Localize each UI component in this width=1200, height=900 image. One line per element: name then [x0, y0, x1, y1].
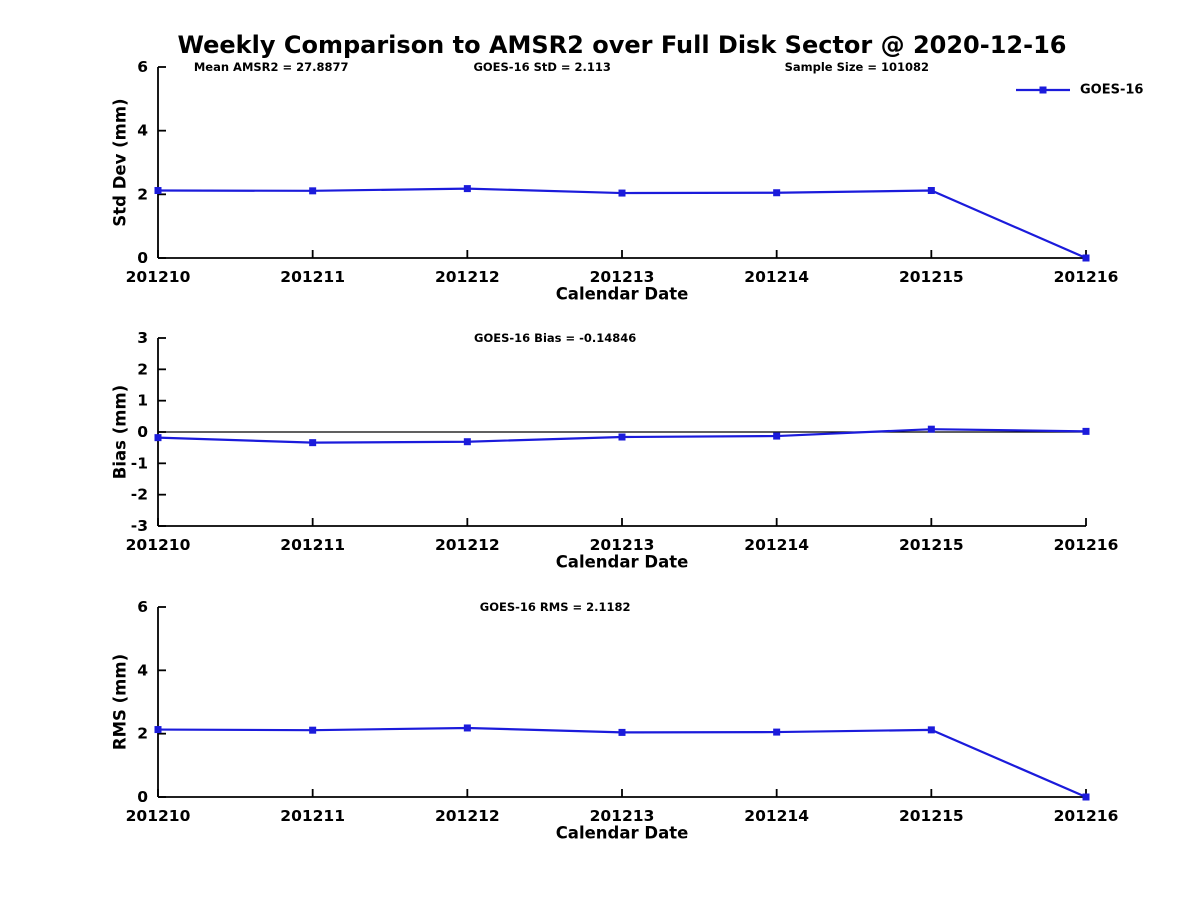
legend-marker: [1039, 86, 1047, 94]
x-tick-label: 201210: [126, 268, 191, 286]
legend-label: GOES-16: [1080, 83, 1143, 98]
data-point-marker: [927, 425, 935, 433]
annotation: Mean AMSR2 = 27.8877: [194, 60, 349, 74]
x-tick-label: 201213: [590, 268, 655, 286]
data-point-marker: [927, 187, 935, 195]
y-axis-label: Std Dev (mm): [111, 98, 130, 226]
data-point-marker: [1082, 427, 1090, 435]
y-tick-label: -2: [131, 486, 148, 504]
y-tick-label: -3: [131, 517, 148, 535]
legend: GOES-16: [1016, 83, 1143, 98]
data-point-marker: [309, 726, 317, 734]
data-point-marker: [1082, 793, 1090, 801]
y-tick-label: 1: [137, 392, 148, 410]
annotation: GOES-16 Bias = -0.14846: [474, 331, 636, 345]
chart-rms: 0 2 4 6 201210 201211 201212 201213 201214 201215…: [111, 598, 1119, 843]
data-point-marker: [927, 726, 935, 734]
data-point-marker: [154, 187, 162, 195]
y-tick-label: 2: [137, 725, 148, 743]
x-tick-label: 201216: [1054, 536, 1119, 554]
data-point-marker: [618, 728, 626, 736]
data-point-marker: [618, 433, 626, 441]
x-axis-label: Calendar Date: [556, 285, 689, 304]
y-tick-label: 0: [137, 249, 148, 267]
chart-panels: 0 2 4 6 201210 201211 201212 201213 201214 201215…: [111, 58, 1144, 843]
y-tick-label: 2: [137, 360, 148, 378]
x-tick-label: 201211: [280, 536, 345, 554]
data-point-marker: [154, 434, 162, 442]
x-tick-label: 201210: [126, 536, 191, 554]
x-tick-label: 201210: [126, 807, 191, 825]
x-tick-label: 201215: [899, 807, 964, 825]
annotation: GOES-16 StD = 2.113: [473, 60, 610, 74]
y-tick-label: 4: [137, 122, 148, 140]
y-tick-label: 0: [137, 788, 148, 806]
x-tick-label: 201214: [744, 807, 809, 825]
x-tick-label: 201212: [435, 536, 500, 554]
y-tick-label: 3: [137, 329, 148, 347]
x-tick-label: 201211: [280, 268, 345, 286]
x-tick-label: 201214: [744, 536, 809, 554]
x-tick-label: 201215: [899, 536, 964, 554]
data-point-marker: [773, 432, 781, 440]
annotation: Sample Size = 101082: [785, 60, 929, 74]
x-tick-label: 201216: [1054, 268, 1119, 286]
x-tick-label: 201212: [435, 268, 500, 286]
data-point-marker: [618, 189, 626, 197]
x-tick-label: 201214: [744, 268, 809, 286]
y-tick-label: 4: [137, 661, 148, 679]
data-point-marker: [154, 726, 162, 734]
y-axis-label: RMS (mm): [111, 654, 130, 750]
y-axis-label: Bias (mm): [111, 385, 130, 479]
data-point-marker: [1082, 254, 1090, 262]
x-tick-label: 201216: [1054, 807, 1119, 825]
x-axis-label: Calendar Date: [556, 553, 689, 572]
main-title: Weekly Comparison to AMSR2 over Full Dis…: [178, 31, 1067, 59]
series-line: [157, 726, 1087, 799]
data-point-marker: [309, 439, 317, 447]
chart-bias: -3 -2 -1 0 1 2 3 201210 201211 201212 201213 201214…: [111, 329, 1119, 572]
x-tick-label: 201213: [590, 807, 655, 825]
x-tick-label: 201213: [590, 536, 655, 554]
data-point-marker: [309, 187, 317, 195]
y-tick-label: 6: [137, 598, 148, 616]
x-axis-label: Calendar Date: [556, 824, 689, 843]
annotation: GOES-16 RMS = 2.1182: [480, 600, 631, 614]
x-tick-label: 201215: [899, 268, 964, 286]
chart-std-dev: 0 2 4 6 201210 201211 201212 201213 201214 201215…: [111, 58, 1144, 304]
y-tick-label: 6: [137, 58, 148, 76]
y-tick-label: 0: [137, 423, 148, 441]
y-tick-label: 2: [137, 185, 148, 203]
data-point-marker: [463, 185, 471, 193]
x-tick-label: 201211: [280, 807, 345, 825]
data-point-marker: [463, 438, 471, 446]
data-point-marker: [773, 189, 781, 197]
y-tick-label: -1: [131, 454, 148, 472]
data-point-marker: [463, 724, 471, 732]
x-tick-label: 201212: [435, 807, 500, 825]
series-line: [157, 187, 1087, 260]
data-point-marker: [773, 728, 781, 736]
